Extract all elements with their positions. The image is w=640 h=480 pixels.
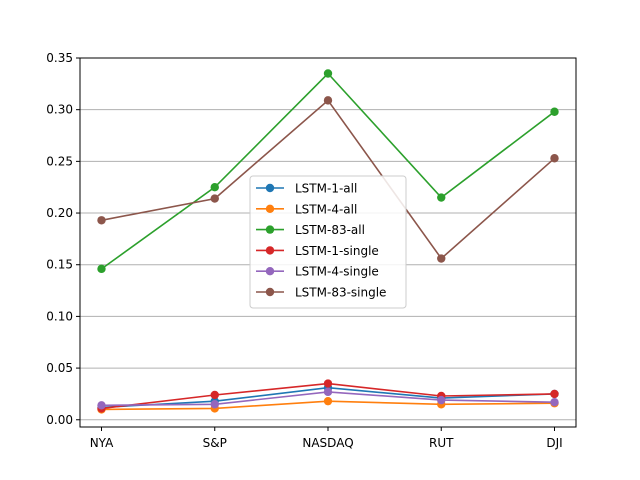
x-tick-label: NASDAQ [302, 436, 353, 450]
legend-marker [265, 246, 275, 255]
data-point [97, 401, 106, 410]
legend-label: LSTM-83-all [295, 223, 365, 237]
data-point [210, 183, 219, 192]
data-point [550, 389, 559, 399]
series-layer [97, 69, 559, 414]
legend-marker [265, 183, 275, 193]
series-LSTM-4-single [97, 387, 559, 410]
y-tick-label: 0.05 [46, 361, 73, 375]
y-tick-label: 0.25 [46, 154, 73, 168]
data-point [210, 390, 219, 400]
y-tick-label: 0.10 [46, 309, 73, 323]
data-point [437, 395, 446, 405]
legend-marker [265, 225, 275, 234]
legend-item: LSTM-83-all [256, 223, 365, 237]
x-tick-label: S&P [203, 436, 227, 450]
data-point [550, 154, 559, 163]
legend-marker [265, 204, 275, 213]
series-LSTM-83-all [97, 69, 559, 274]
y-tick-label: 0.30 [46, 103, 73, 117]
legend-label: LSTM-1-single [295, 244, 379, 258]
data-point [323, 387, 333, 397]
legend: LSTM-1-all LSTM-4-all LSTM-83-all LSTM-1-si… [249, 175, 407, 309]
data-point [437, 193, 446, 202]
series-LSTM-83-single [97, 96, 559, 263]
data-point [323, 379, 333, 388]
data-point [210, 400, 219, 409]
legend-label: LSTM-4-single [295, 265, 379, 279]
legend-label: LSTM-1-all [295, 182, 357, 196]
legend-label: LSTM-83-single [295, 286, 386, 300]
x-tick-label: NYA [90, 436, 114, 450]
data-point [323, 69, 333, 78]
data-point [97, 216, 106, 225]
legend-marker [265, 267, 275, 276]
y-tick-label: 0.15 [46, 258, 73, 272]
x-tick-label: RUT [429, 436, 454, 450]
legend-box [249, 175, 407, 309]
legend-item: LSTM-4-all [256, 202, 357, 216]
legend-item: LSTM-1-single [256, 244, 379, 258]
legend-item: LSTM-4-single [256, 265, 379, 279]
legend-marker [265, 287, 275, 297]
legend-item: LSTM-1-all [256, 182, 357, 196]
data-point [550, 397, 559, 407]
axes: 0.00 0.05 0.10 0.15 0.20 0.25 0.30 0.35 NYA S&P NA… [46, 51, 562, 450]
y-tick-label: 0.00 [46, 413, 73, 427]
y-tick-label: 0.20 [46, 206, 73, 220]
legend-item: LSTM-83-single [256, 286, 386, 300]
data-point [97, 264, 106, 274]
data-point [323, 396, 333, 406]
data-point [210, 194, 219, 203]
legend-label: LSTM-4-all [295, 202, 357, 216]
data-point [437, 254, 446, 263]
y-tick-label: 0.35 [46, 51, 73, 65]
data-point [323, 96, 333, 105]
x-tick-label: DJI [546, 436, 562, 450]
data-point [550, 107, 559, 116]
